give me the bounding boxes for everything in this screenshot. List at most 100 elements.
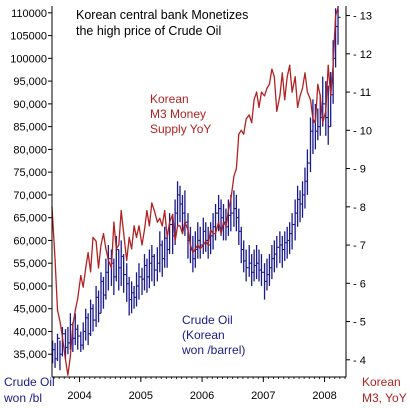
m3-point (164, 210, 166, 212)
left-axis-tick-label: 35,000 (13, 349, 47, 361)
m3-point (266, 87, 268, 89)
x-axis-tick-labels: 2004 2005 2006 2007 2008 (67, 390, 336, 402)
m3-point (100, 244, 102, 246)
m3-point (271, 68, 273, 70)
right-axis-title-line-1: Korean (362, 375, 401, 389)
m3-point (289, 64, 291, 66)
m3-point (77, 298, 79, 300)
m3-point (166, 236, 168, 238)
m3-point (299, 95, 301, 97)
right-axis-tick-label: - 6 (353, 278, 366, 290)
m3-point (205, 240, 207, 242)
m3-point (306, 91, 308, 93)
chart-title-line-2: the high price of Crude Oil (76, 24, 221, 38)
m3-point (222, 221, 225, 223)
left-axis-tick-label: 90,000 (13, 99, 47, 111)
m3-point (143, 229, 146, 231)
m3-point (107, 259, 109, 261)
right-axis-tick-label: - 13 (353, 11, 372, 23)
m3-point (317, 83, 319, 85)
left-axis-tick-label: 110000 (11, 8, 47, 20)
m3-point (110, 267, 112, 269)
m3-point (177, 225, 179, 227)
m3-point (194, 248, 196, 250)
m3-point (69, 355, 71, 357)
m3-point (192, 252, 194, 254)
m3-point (238, 133, 240, 135)
m3-point (207, 244, 209, 246)
m3-point (225, 225, 227, 227)
m3-point (314, 122, 316, 124)
m3-point (95, 240, 97, 242)
m3-point (197, 244, 199, 246)
m3-point (169, 221, 171, 223)
x-axis-tick-label: 2008 (312, 390, 336, 402)
left-axis-tick-label: 75,000 (13, 167, 47, 179)
m3-point (126, 259, 128, 261)
oil-series-label-line-2: (Korean (182, 328, 225, 342)
m3-point (279, 95, 281, 97)
left-axis-tick-label: 50,000 (13, 281, 47, 293)
m3-point (161, 225, 163, 227)
m3-point (56, 309, 59, 311)
m3-point (67, 374, 69, 376)
chart-title-line-1: Korean central bank Monetizes (76, 8, 248, 22)
m3-point (159, 217, 161, 219)
m3-point (156, 221, 158, 223)
left-axis-title-line-2: won /bl (3, 391, 42, 405)
m3-point (72, 324, 74, 326)
m3-point (148, 225, 150, 227)
left-axis-tick-label: 65,000 (13, 213, 47, 225)
m3-point (199, 248, 201, 250)
m3-point (146, 210, 148, 212)
m3-point (243, 133, 245, 135)
m3-point (337, 7, 339, 9)
m3-point (97, 267, 100, 269)
m3-point (273, 76, 275, 78)
m3-point (332, 64, 334, 66)
m3-point (59, 320, 61, 323)
m3-point (212, 233, 214, 235)
m3-point (263, 95, 266, 97)
m3-point (138, 225, 140, 227)
m3-point (253, 99, 255, 101)
m3-point (327, 64, 329, 66)
m3-point (230, 198, 232, 200)
m3-point (115, 248, 117, 250)
m3-point (123, 233, 125, 235)
m3-point (268, 83, 270, 85)
m3-point (87, 252, 89, 254)
m3-point (210, 229, 212, 231)
m3-point (189, 244, 191, 246)
m3-point (90, 271, 92, 273)
m3-point (105, 248, 107, 250)
m3-point (304, 72, 306, 74)
m3-point (233, 175, 235, 177)
left-axis-tick-labels: 35,000 40,000 45,000 50,000 55,000 60,000 65,0… (10, 8, 47, 361)
m3-point (251, 122, 253, 124)
m3-point (174, 240, 176, 242)
m3-point (184, 221, 186, 223)
oil-series-label-line-3: won /barrel) (181, 343, 245, 357)
m3-point (284, 99, 286, 101)
m3-point (135, 236, 138, 238)
m3-point (301, 87, 304, 89)
m3-point (141, 244, 143, 246)
m3-point (245, 118, 247, 120)
left-axis-tick-label: 105000 (10, 31, 47, 43)
m3-point (118, 244, 120, 246)
right-axis-tick-label: - 7 (353, 240, 366, 252)
m3-point (319, 95, 321, 97)
m3-point (214, 233, 217, 235)
m3-point (312, 118, 314, 120)
left-axis-tick-label: 95,000 (13, 76, 47, 88)
x-axis-tick-label: 2007 (251, 390, 275, 402)
m3-point (248, 114, 250, 116)
m3-series-label-line-2: M3 Money (150, 107, 206, 121)
right-axis-tick-label: - 4 (353, 355, 366, 367)
m3-money-supply-series (51, 7, 339, 376)
left-axis-tick-label: 80,000 (13, 144, 47, 156)
m3-point (80, 275, 82, 277)
right-axis-tick-label: - 12 (353, 49, 372, 61)
